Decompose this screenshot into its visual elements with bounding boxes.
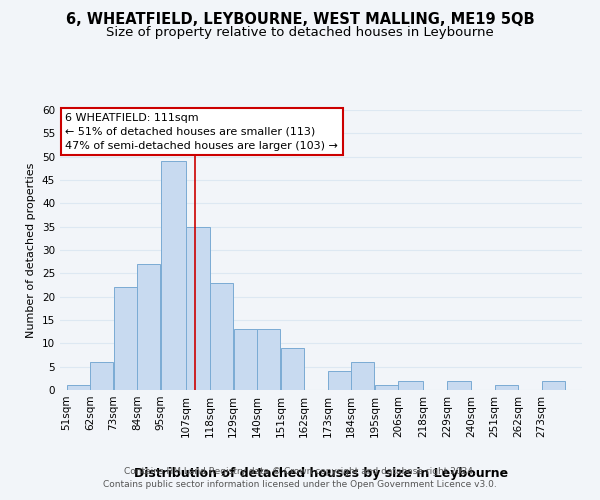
Bar [398,380,424,390]
Bar [90,362,113,390]
Bar [67,386,90,390]
Bar [375,386,398,390]
Bar [328,372,351,390]
Bar [114,288,137,390]
Bar [233,330,257,390]
Bar [137,264,160,390]
Text: Size of property relative to detached houses in Leybourne: Size of property relative to detached ho… [106,26,494,39]
Text: Distribution of detached houses by size in Leybourne: Distribution of detached houses by size … [134,467,508,480]
Text: Contains HM Land Registry data © Crown copyright and database right 2024.
Contai: Contains HM Land Registry data © Crown c… [103,468,497,489]
Bar [494,386,518,390]
Bar [257,330,280,390]
Bar [210,282,233,390]
Text: 6 WHEATFIELD: 111sqm
← 51% of detached houses are smaller (113)
47% of semi-deta: 6 WHEATFIELD: 111sqm ← 51% of detached h… [65,113,338,151]
Bar [161,162,186,390]
Bar [281,348,304,390]
Bar [351,362,374,390]
Bar [542,380,565,390]
Text: 6, WHEATFIELD, LEYBOURNE, WEST MALLING, ME19 5QB: 6, WHEATFIELD, LEYBOURNE, WEST MALLING, … [65,12,535,28]
Bar [187,226,209,390]
Bar [448,380,470,390]
Y-axis label: Number of detached properties: Number of detached properties [26,162,37,338]
